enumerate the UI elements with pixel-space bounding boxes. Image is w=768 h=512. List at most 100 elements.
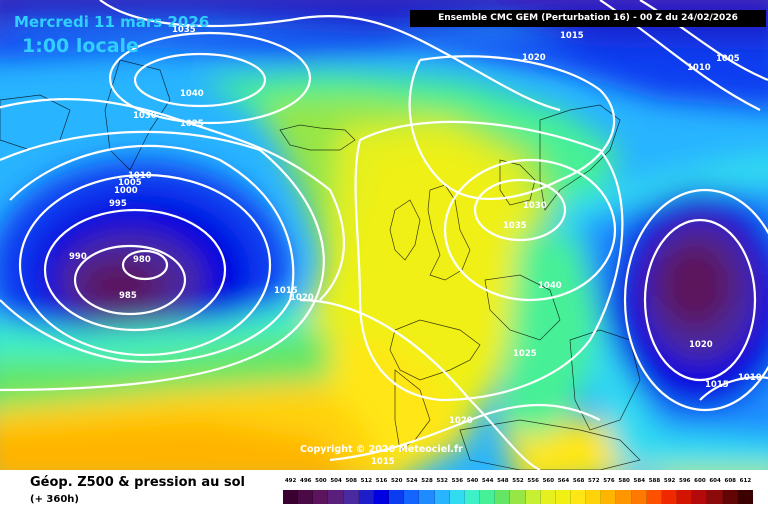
- scale-swatch: [601, 490, 617, 504]
- isobar-label: 1010: [687, 63, 711, 73]
- scale-swatch: [707, 490, 723, 504]
- scale-swatch: [449, 490, 465, 504]
- forecast-map: Mercredi 11 mars 2026 1:00 locale Ensemb…: [0, 0, 768, 470]
- scale-bar: [283, 490, 753, 504]
- scale-swatch: [404, 490, 420, 504]
- scale-tick-label: 544: [481, 478, 494, 484]
- scale-tick-label: 560: [542, 478, 555, 484]
- scale-tick-label: 548: [497, 478, 509, 484]
- scale-tick-label: 600: [694, 478, 706, 484]
- copyright-notice: Copyright © 2026 Meteociel.fr: [300, 444, 463, 455]
- scale-swatch: [525, 490, 541, 504]
- scale-swatch: [495, 490, 511, 504]
- scale-swatch: [737, 490, 753, 504]
- isobar-label: 1020: [522, 53, 546, 63]
- scale-tick-label: 536: [451, 478, 464, 484]
- scale-tick-label: 524: [406, 478, 418, 484]
- isobar-label: 1030: [133, 111, 157, 121]
- isobar-label: 1030: [523, 201, 547, 211]
- scale-tick-label: 564: [557, 478, 570, 484]
- isobar-label: 1040: [180, 89, 204, 99]
- scale-swatch: [358, 490, 374, 504]
- scale-swatch: [677, 490, 693, 504]
- scale-swatch: [419, 490, 435, 504]
- scale-swatch: [570, 490, 587, 504]
- scale-swatch: [389, 490, 405, 504]
- legend-title: Géop. Z500 & pression au sol: [30, 475, 245, 490]
- isobar-label: 1035: [172, 25, 196, 35]
- scale-swatch: [510, 490, 526, 504]
- scale-swatch: [373, 490, 390, 504]
- scale-swatch: [692, 490, 708, 504]
- isobar-label: 1025: [513, 349, 537, 359]
- scale-tick-label: 588: [648, 478, 661, 484]
- scale-swatch: [328, 490, 344, 504]
- isobar-label: 980: [133, 255, 151, 265]
- model-info-banner: Ensemble CMC GEM (Perturbation 16) - 00 …: [410, 10, 766, 27]
- isobar-label: 985: [119, 291, 137, 301]
- scale-tick-label: 552: [512, 478, 524, 484]
- scale-tick-label: 540: [466, 478, 479, 484]
- forecast-time: 1:00 locale: [22, 35, 139, 57]
- isobar-label: 1020: [689, 340, 713, 350]
- scale-swatch: [313, 490, 329, 504]
- scale-tick-label: 596: [679, 478, 691, 484]
- scale-tick-label: 612: [739, 478, 752, 484]
- scale-tick-label: 500: [315, 478, 327, 484]
- isobar-lines: [0, 0, 768, 470]
- scale-tick-label: 608: [724, 478, 736, 484]
- scale-tick-label: 512: [360, 478, 373, 484]
- isobar-label: 990: [69, 252, 87, 262]
- scale-tick-label: 496: [299, 478, 312, 484]
- scale-swatch: [722, 490, 738, 504]
- scale-tick-label: 516: [375, 478, 388, 484]
- scale-swatch: [540, 490, 556, 504]
- scale-swatch: [434, 490, 450, 504]
- scale-swatch: [555, 490, 571, 504]
- coastlines: [0, 59, 641, 470]
- scale-tick-label: 508: [345, 478, 357, 484]
- scale-tick-label: 528: [421, 478, 433, 484]
- scale-tick-label: 576: [603, 478, 615, 484]
- isobar-label: 1040: [538, 281, 562, 291]
- lead-time: (+ 360h): [30, 494, 79, 505]
- scale-tick-label: 592: [663, 478, 676, 484]
- scale-swatch: [343, 490, 359, 504]
- isobar-label: 1010: [128, 171, 152, 181]
- scale-swatch: [616, 490, 632, 504]
- isobar-label: 1020: [449, 416, 473, 426]
- scale-tick-label: 532: [436, 478, 448, 484]
- scale-tick-label: 568: [572, 478, 585, 484]
- isobar-label: 1025: [180, 119, 204, 129]
- scale-tick-label: 556: [527, 478, 539, 484]
- scale-swatch: [586, 490, 602, 504]
- scale-swatch: [631, 490, 647, 504]
- scale-swatch: [283, 490, 299, 504]
- scale-swatch: [464, 490, 481, 504]
- isobar-label: 1015: [371, 457, 395, 467]
- forecast-date: Mercredi 11 mars 2026: [14, 13, 210, 31]
- isobar-label: 1015: [705, 380, 729, 390]
- scale-tick-label: 492: [284, 478, 297, 484]
- isobar-label: 1005: [118, 178, 142, 188]
- scale-tick-label: 584: [633, 478, 646, 484]
- scale-tick-label: 504: [330, 478, 342, 484]
- isobar-label: 1015: [560, 31, 584, 41]
- geopotential-field: [0, 0, 768, 470]
- isobar-label: 1015: [274, 286, 298, 296]
- isobar-label: 1000: [114, 186, 138, 196]
- scale-tick-label: 520: [390, 478, 403, 484]
- isobar-label: 995: [109, 199, 127, 209]
- scale-swatch: [646, 490, 662, 504]
- scale-swatch: [480, 490, 496, 504]
- scale-swatch: [661, 490, 678, 504]
- scale-tick-label: 580: [618, 478, 630, 484]
- isobar-label: 1020: [290, 293, 314, 303]
- scale-tick-label: 572: [588, 478, 600, 484]
- isobar-label: 1010: [738, 373, 762, 383]
- isobar-label: 1005: [716, 54, 740, 64]
- scale-swatch: [298, 490, 314, 504]
- isobar-label: 1035: [503, 221, 527, 231]
- color-scale: 492 496 500 504 508 512 516 520 524 528 532 536 540 5…: [283, 478, 753, 508]
